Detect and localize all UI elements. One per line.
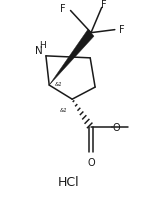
Text: F: F	[119, 24, 125, 34]
Text: H: H	[39, 41, 46, 50]
Text: O: O	[113, 122, 120, 132]
Text: F: F	[60, 4, 66, 14]
Text: O: O	[87, 157, 95, 167]
Text: HCl: HCl	[58, 175, 80, 188]
Text: N: N	[35, 45, 42, 55]
Text: &1: &1	[55, 81, 63, 86]
Polygon shape	[49, 30, 94, 86]
Text: &1: &1	[60, 107, 68, 112]
Text: F: F	[101, 0, 106, 10]
